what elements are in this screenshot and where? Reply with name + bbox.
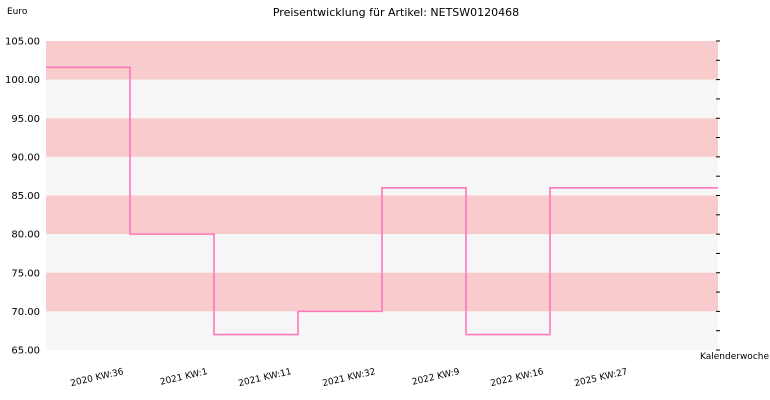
chart-title: Preisentwicklung für Artikel: NETSW01204…: [273, 6, 519, 19]
series-group: [46, 66, 718, 336]
background-band: [46, 41, 718, 80]
x-tick-labels: 2020 KW:36 2021 KW:1 2021 KW:11 2021 KW:32 2…: [70, 367, 629, 389]
x-tick-label: 2022 KW:16: [490, 367, 545, 389]
x-tick-label: 2021 KW:11: [238, 367, 293, 389]
right-axis-ticks: [716, 40, 720, 351]
x-tick-label: 2021 KW:1: [159, 367, 208, 388]
y-tick-label: 95.00: [11, 114, 40, 125]
y-tick-label: 100.00: [5, 75, 40, 86]
y-tick-label: 85.00: [11, 191, 40, 202]
y-axis-label: Euro: [7, 7, 28, 17]
price-series-line: [46, 66, 718, 336]
x-tick-label: 2020 KW:36: [70, 367, 125, 389]
x-tick-label: 2021 KW:32: [322, 367, 377, 389]
y-tick-label: 80.00: [11, 230, 40, 241]
background-band: [46, 79, 718, 119]
background-band: [46, 311, 718, 350]
y-tick-label: 70.00: [11, 307, 40, 318]
x-axis-label: Kalenderwoche: [700, 352, 769, 362]
y-tick-label: 105.00: [5, 37, 40, 48]
y-tick-label: 90.00: [11, 152, 40, 163]
x-tick-label: 2025 KW:27: [574, 367, 629, 389]
y-tick-label: 65.00: [11, 346, 40, 357]
y-tick-labels: 65.00 70.00 75.00 80.00 85.00 90.00 95.00 100.0…: [5, 37, 40, 357]
y-tick-label: 75.00: [11, 268, 40, 279]
x-tick-label: 2022 KW:9: [411, 367, 461, 388]
background-band: [46, 118, 718, 157]
